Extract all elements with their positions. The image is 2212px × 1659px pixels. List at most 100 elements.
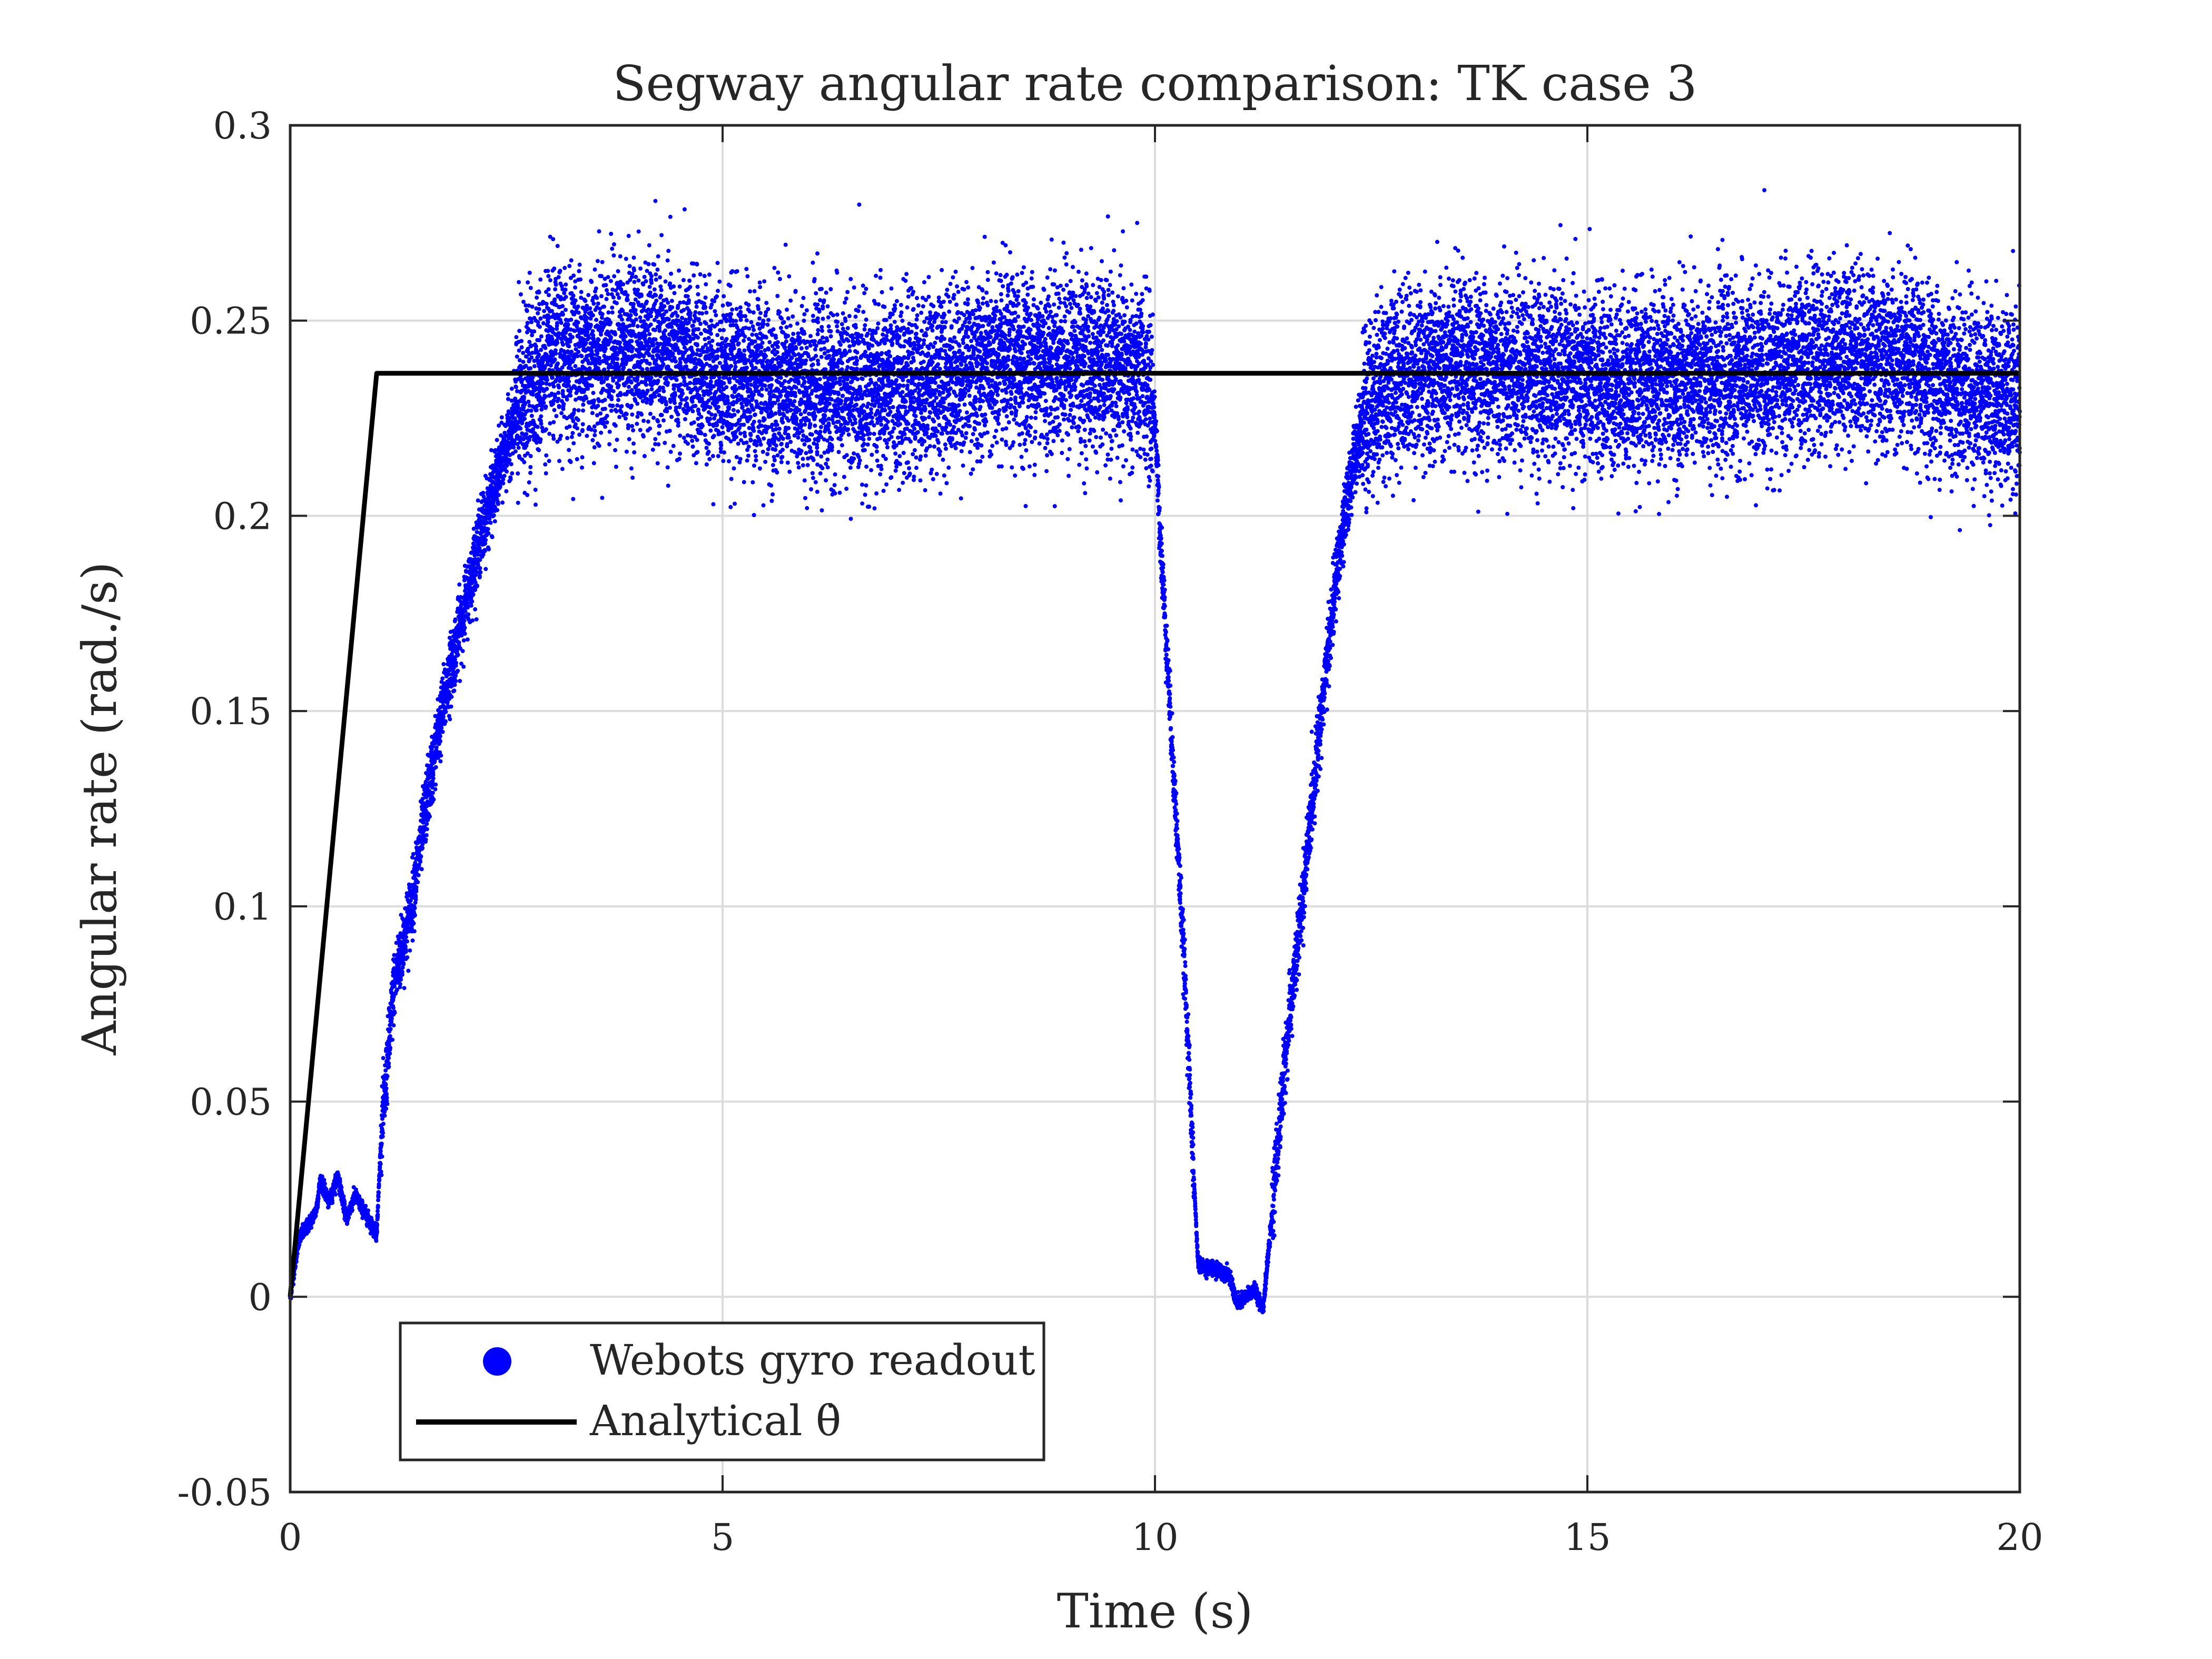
scatter-point: [592, 433, 597, 438]
scatter-point: [624, 256, 628, 261]
scatter-point: [377, 1178, 382, 1183]
scatter-point: [418, 860, 423, 864]
scatter-point: [610, 246, 615, 251]
scatter-point: [664, 309, 669, 314]
scatter-point: [592, 398, 596, 403]
scatter-point: [629, 403, 634, 408]
scatter-point: [626, 423, 630, 428]
scatter-point: [555, 341, 560, 345]
scatter-point: [458, 679, 462, 683]
scatter-point: [715, 294, 719, 299]
scatter-point: [590, 329, 595, 333]
scatter-point: [657, 329, 662, 333]
scatter-point: [388, 1045, 392, 1050]
scatter-point: [492, 519, 497, 524]
scatter-point: [495, 508, 500, 512]
scatter-point: [378, 1162, 383, 1167]
scatter-point: [632, 450, 637, 455]
scatter-point: [661, 418, 666, 423]
scatter-point: [645, 388, 650, 393]
scatter-point: [618, 392, 623, 397]
scatter-point: [714, 364, 719, 369]
scatter-point: [555, 244, 560, 248]
scatter-point: [457, 582, 462, 587]
scatter-point: [540, 381, 545, 386]
scatter-point: [416, 880, 420, 884]
scatter-point: [611, 242, 616, 246]
scatter-point: [644, 382, 648, 387]
scatter-point: [709, 344, 714, 349]
scatter-point: [580, 428, 585, 432]
scatter-point: [624, 412, 629, 417]
scatter-point: [661, 389, 666, 393]
scatter-point: [628, 313, 633, 318]
scatter-point: [428, 814, 432, 819]
scatter-point: [525, 309, 529, 313]
scatter-point: [616, 398, 620, 402]
scatter-point: [564, 308, 568, 312]
scatter-point: [579, 354, 584, 359]
scatter-point: [631, 428, 636, 433]
scatter-point: [551, 237, 556, 242]
scatter-point: [515, 389, 519, 393]
scatter-point: [542, 309, 547, 313]
scatter-point: [653, 337, 658, 342]
scatter-point: [603, 424, 607, 429]
scatter-point: [612, 274, 617, 279]
scatter-point: [664, 357, 668, 361]
scatter-point: [696, 292, 700, 297]
scatter-point: [517, 280, 521, 284]
scatter-point: [710, 453, 715, 458]
scatter-point: [384, 1086, 389, 1091]
scatter-point: [648, 322, 653, 327]
scatter-point: [486, 527, 490, 531]
scatter-point: [545, 378, 549, 382]
scatter-point: [603, 398, 607, 402]
scatter-point: [537, 324, 542, 329]
scatter-point: [546, 269, 550, 273]
scatter-point: [466, 612, 471, 617]
scatter-point: [411, 921, 416, 926]
scatter-point: [543, 345, 548, 350]
scatter-point: [376, 1204, 380, 1209]
scatter-point: [554, 414, 559, 418]
scatter-point: [511, 445, 516, 450]
scatter-point: [562, 265, 567, 270]
scatter-point: [704, 310, 709, 315]
scatter-point: [519, 345, 524, 350]
scatter-point: [674, 359, 678, 364]
scatter-point: [665, 465, 670, 470]
scatter-point: [565, 397, 569, 402]
scatter-point: [533, 488, 538, 492]
scatter-point: [381, 1056, 386, 1060]
scatter-point: [404, 935, 408, 940]
scatter-point: [477, 574, 482, 578]
scatter-point: [527, 480, 531, 485]
scatter-point: [598, 411, 603, 416]
scatter-point: [621, 366, 626, 370]
scatter-point: [412, 913, 417, 917]
scatter-point: [559, 320, 564, 325]
scatter-point: [647, 361, 652, 366]
scatter-point: [608, 320, 613, 325]
scatter-point: [648, 314, 653, 319]
scatter-point: [717, 279, 722, 284]
scatter-point: [619, 404, 624, 409]
scatter-point: [630, 272, 635, 276]
scatter-point: [413, 897, 418, 902]
scatter-point: [686, 328, 690, 333]
scatter-point: [414, 885, 419, 890]
scatter-point: [405, 955, 410, 960]
scatter-point: [461, 664, 466, 669]
scatter-point: [447, 636, 452, 640]
scatter-point: [433, 787, 438, 792]
scatter-point: [638, 266, 643, 271]
scatter-point: [715, 354, 720, 359]
scatter-point: [677, 457, 682, 461]
scatter-point: [668, 214, 673, 219]
scatter-point: [557, 459, 561, 463]
scatter-point: [599, 274, 604, 279]
scatter-point: [462, 625, 467, 630]
scatter-point: [529, 413, 534, 418]
